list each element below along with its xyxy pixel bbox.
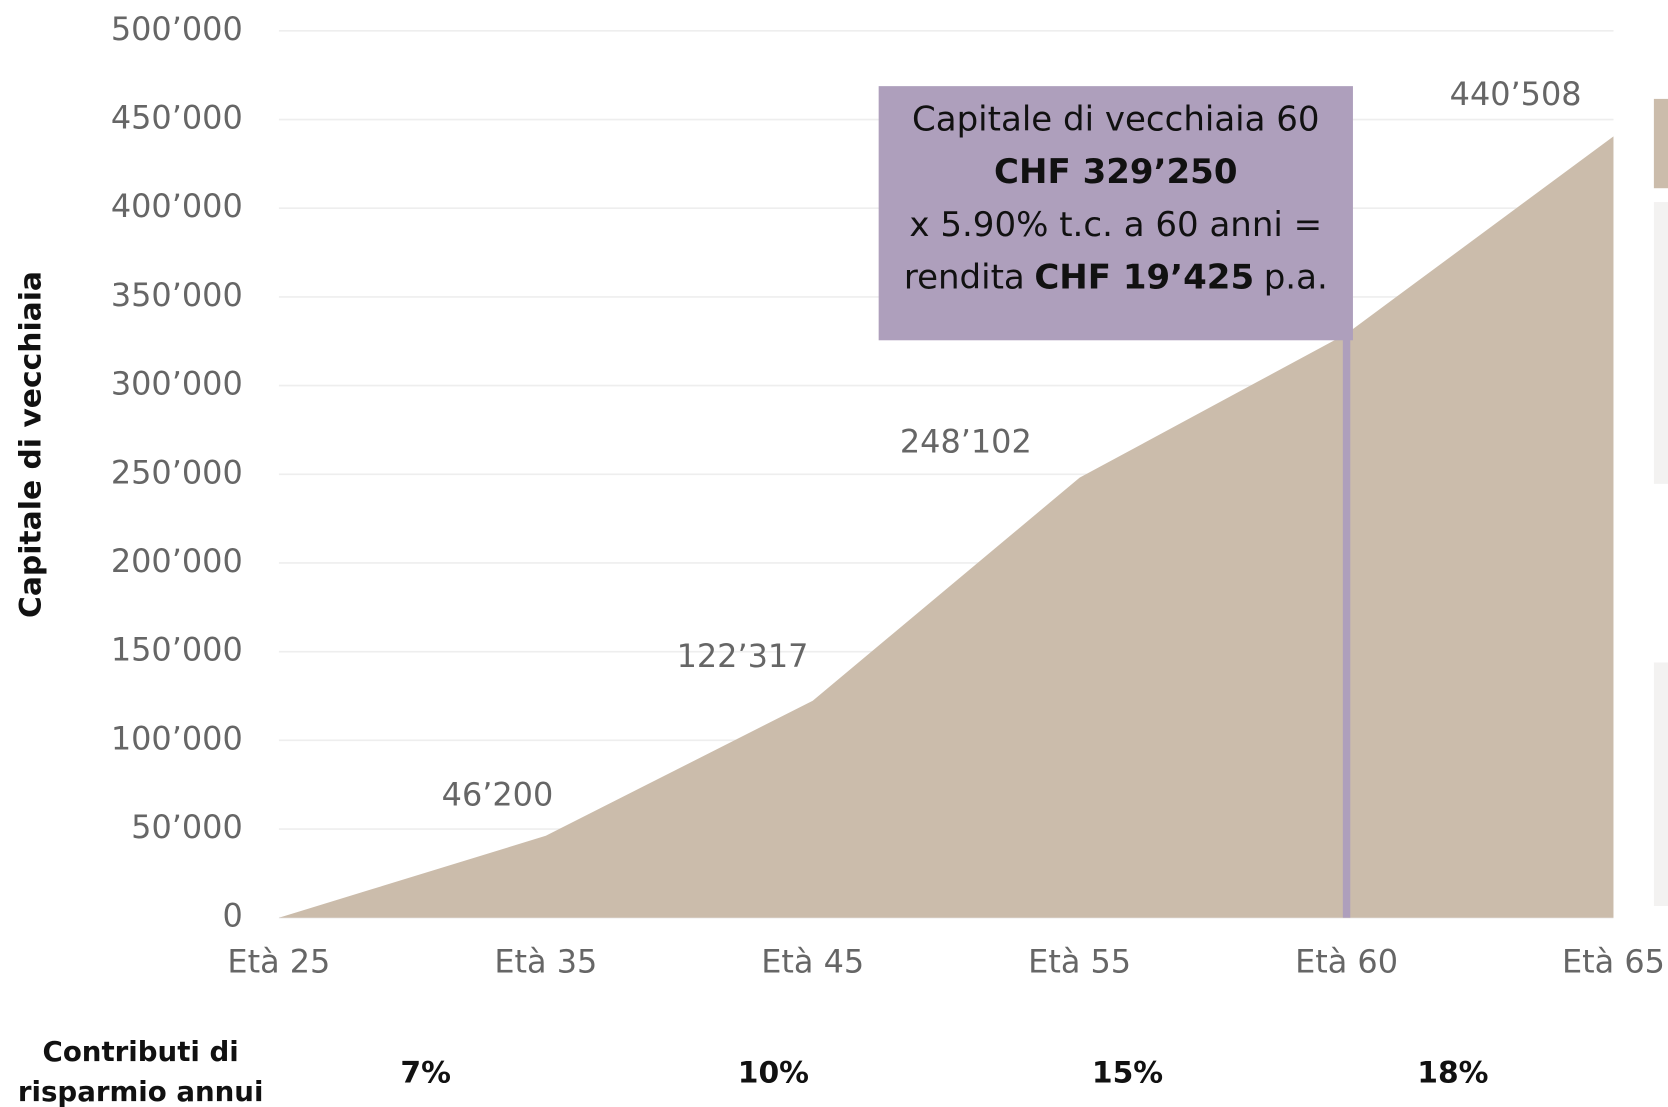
annotation-text: x 5.90% t.c. a 60 anni =	[909, 205, 1322, 245]
y-tick-label: 300’000	[111, 365, 243, 403]
area	[278, 136, 1614, 918]
y-tick-label: 0	[222, 897, 242, 935]
y-tick-label: 100’000	[111, 719, 243, 757]
data-label: 440’508	[1450, 75, 1582, 113]
annotation-text-part: CHF 19’425	[1034, 257, 1254, 297]
x-tick-label: Età 35	[494, 942, 597, 980]
contrib-label: risparmio annui	[18, 1075, 264, 1107]
data-label: 122’317	[677, 637, 809, 675]
y-tick-label: 200’000	[111, 542, 243, 580]
y-tick-label: 350’000	[111, 276, 243, 314]
x-tick-label: Età 65	[1562, 942, 1665, 980]
y-tick-label: 50’000	[131, 808, 243, 846]
y-axis-title: Capitale di vecchiaia	[14, 271, 49, 618]
contribution-rate: 18%	[1417, 1056, 1488, 1091]
contribution-rate: 7%	[400, 1056, 451, 1091]
data-label: 46’200	[442, 775, 554, 813]
y-tick-label: 150’000	[111, 631, 243, 669]
y-tick-label: 250’000	[111, 453, 243, 491]
y-tick-label: 450’000	[111, 99, 243, 137]
annotation-text: CHF 329’250	[994, 152, 1237, 192]
side-panel	[1653, 202, 1668, 484]
annotation-text-part: p.a.	[1264, 257, 1328, 297]
annotation-text: Capitale di vecchiaia 60	[912, 100, 1320, 140]
x-tick-label: Età 25	[227, 942, 330, 980]
x-tick-label: Età 45	[761, 942, 864, 980]
side-panel	[1653, 98, 1668, 189]
y-tick-label: 400’000	[111, 187, 243, 225]
contrib-label: Contributi di	[43, 1035, 239, 1068]
side-panel	[1653, 662, 1668, 907]
x-tick-label: Età 60	[1295, 942, 1398, 980]
contribution-rate: 15%	[1092, 1056, 1163, 1091]
x-tick-label: Età 55	[1028, 942, 1131, 980]
data-label: 248’102	[900, 423, 1032, 461]
annotation-text: rendita CHF 19’425 p.a.	[904, 257, 1328, 297]
annotation-box	[878, 86, 1353, 341]
y-tick-label: 500’000	[111, 10, 243, 48]
contribution-rate: 10%	[738, 1056, 809, 1091]
annotation-text-part: rendita	[904, 257, 1025, 297]
